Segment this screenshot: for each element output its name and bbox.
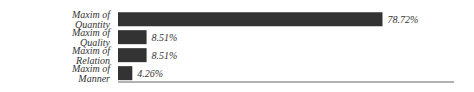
svg-text:Maxim ofManner: Maxim ofManner [71, 63, 111, 84]
html-text:Relation: Relation [76, 54, 110, 66]
svg-text:8.51%: 8.51% [152, 32, 178, 43]
html-text:Maxim of: Maxim of [72, 44, 110, 56]
svg-text:4.26%: 4.26% [137, 68, 163, 79]
html-text:Maxim of: Maxim of [72, 26, 110, 38]
svg-text:78.72%: 78.72% [387, 14, 418, 25]
html-text:Quality: Quality [80, 36, 110, 48]
html-text:Maxim of: Maxim of [72, 8, 110, 20]
svg-text:8.51%: 8.51% [152, 50, 178, 61]
html-text:Quantity: Quantity [75, 18, 110, 30]
